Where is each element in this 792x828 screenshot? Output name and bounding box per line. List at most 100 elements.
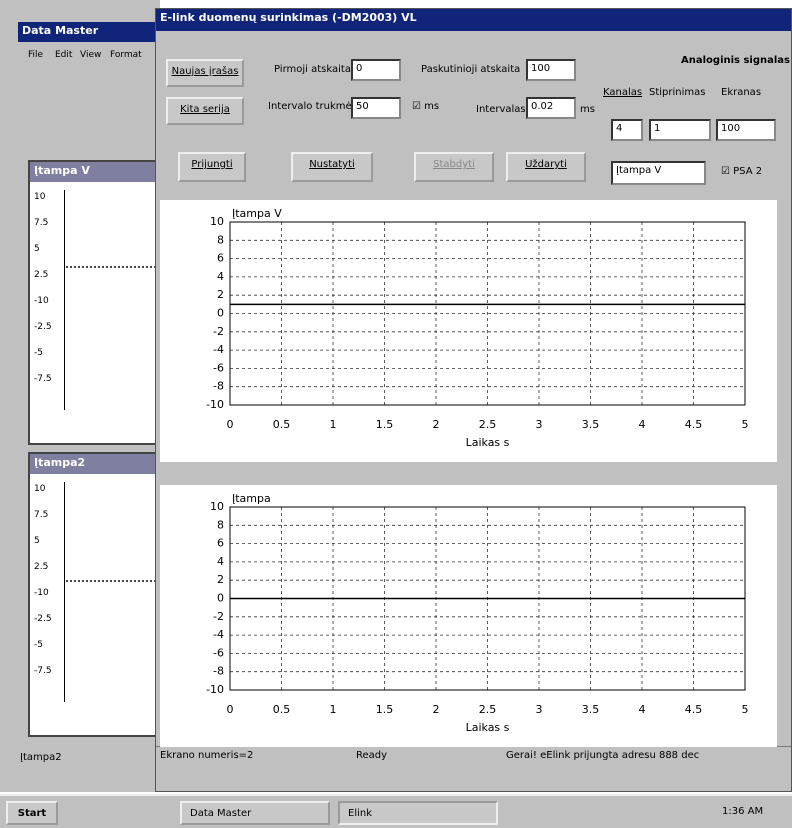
plot-title: Įtampa	[232, 492, 271, 505]
y-tick-label: -2	[213, 610, 224, 623]
y-tick-label: -10	[206, 683, 224, 696]
x-tick-label: 4.5	[685, 418, 703, 431]
tick-label: 7.5	[34, 218, 49, 228]
window-title: E-link duomenų surinkimas (-DM2003) VL	[156, 9, 791, 31]
tick-label: -2.5	[34, 322, 52, 332]
menu[interactable]: Format	[110, 50, 142, 60]
input[interactable]: 0	[351, 59, 401, 81]
button[interactable]: Prijungti	[178, 152, 246, 182]
tick-label: -7.5	[34, 666, 52, 676]
checkbox[interactable]: ☑ ms	[412, 101, 440, 112]
y-tick-label: -8	[213, 665, 224, 678]
plot: -10 -8 -6 -4 -2 0 2 4 6 8 10 0 0.5 1 1.5 2 2.5 3 3.5 4 4.5 5 Į…	[160, 485, 777, 747]
axis	[64, 190, 65, 410]
tick-label: 10	[34, 192, 46, 202]
x-tick-label: 5	[742, 703, 749, 716]
x-axis-label: Laikas s	[466, 721, 510, 734]
menu[interactable]: Edit	[55, 50, 73, 60]
x-tick-label: 5	[742, 418, 749, 431]
subwindow: Įtampa V 10 7.5 5 2.5 -10 -2.5 -5 -7.5	[28, 160, 158, 445]
tick-label: -10	[34, 296, 49, 306]
input[interactable]: 0.02	[526, 97, 576, 119]
x-tick-label: 4	[639, 418, 646, 431]
input[interactable]: Įtampa V	[611, 161, 706, 185]
y-tick-label: -6	[213, 646, 224, 659]
y-tick-label: -4	[213, 628, 224, 641]
button[interactable]: Naujas įrašas	[166, 59, 244, 87]
taskbar: Start Data Master Elink 1:36 AM	[0, 794, 792, 828]
label: Pirmoji atskaita	[274, 64, 351, 75]
x-tick-label: 2	[433, 418, 440, 431]
y-tick-label: -8	[213, 380, 224, 393]
y-tick-label: -2	[213, 325, 224, 338]
x-tick-label: 0.5	[273, 703, 291, 716]
spinner[interactable]: 1	[649, 119, 711, 141]
x-tick-label: 3	[536, 418, 543, 431]
trace	[66, 580, 156, 582]
input[interactable]: 50	[351, 97, 401, 119]
background-window: Data Master File Edit View Format Įtampa…	[0, 0, 160, 792]
label: Kanalas	[603, 87, 643, 98]
tick-label: 7.5	[34, 510, 49, 520]
button[interactable]: Kita serija	[166, 97, 244, 125]
y-tick-label: 0	[217, 592, 224, 605]
menu[interactable]: File	[28, 50, 44, 60]
tick-label: 5	[34, 536, 40, 546]
x-tick-label: 2.5	[479, 703, 497, 716]
x-tick-label: 4	[639, 703, 646, 716]
label: Intervalo trukmė	[268, 101, 352, 112]
x-tick-label: 3.5	[582, 703, 600, 716]
x-tick-label: 3.5	[582, 418, 600, 431]
button[interactable]: Uždaryti	[506, 152, 586, 182]
y-tick-label: 2	[217, 573, 224, 586]
x-tick-label: 0	[227, 703, 234, 716]
tick-label: 5	[34, 244, 40, 254]
tick-label: -2.5	[34, 614, 52, 624]
label: ms	[580, 104, 595, 115]
x-tick-label: 2.5	[479, 418, 497, 431]
y-tick-label: 6	[217, 252, 224, 265]
y-tick-label: 10	[210, 500, 224, 513]
status-text: Ekrano numeris=2	[160, 750, 254, 761]
tick-label: -5	[34, 348, 43, 358]
checkbox-label: ms	[424, 101, 440, 112]
trace	[66, 266, 156, 268]
axis	[64, 482, 65, 702]
x-tick-label: 4.5	[685, 703, 703, 716]
spinner[interactable]: 4	[611, 119, 643, 141]
x-tick-label: 1.5	[376, 703, 394, 716]
spinner[interactable]: 100	[716, 119, 776, 141]
y-tick-label: 8	[217, 518, 224, 531]
tick-label: 2.5	[34, 270, 49, 280]
y-tick-label: -6	[213, 361, 224, 374]
x-tick-label: 3	[536, 703, 543, 716]
y-tick-label: -10	[206, 398, 224, 411]
y-tick-label: 4	[217, 555, 224, 568]
task-button[interactable]: Data Master	[180, 801, 330, 825]
subwindow: Įtampa2 10 7.5 5 2.5 -10 -2.5 -5 -7.5	[28, 452, 158, 737]
status-text: Gerai! eElink prijungta adresu 888 dec	[506, 750, 700, 761]
y-tick-label: 4	[217, 270, 224, 283]
task-button[interactable]: Elink	[338, 801, 498, 825]
tick-label: 10	[34, 484, 46, 494]
status-text: Ready	[356, 750, 388, 761]
label: Paskutinioji atskaita	[421, 64, 521, 75]
x-tick-label: 2	[433, 703, 440, 716]
tick-label: -10	[34, 588, 49, 598]
x-tick-label: 1	[330, 418, 337, 431]
label: Ekranas	[721, 87, 762, 98]
status-bar: Ekrano numeris=2 Ready Gerai! eElink pri…	[156, 746, 791, 766]
tick-label: -5	[34, 640, 43, 650]
x-tick-label: 0	[227, 418, 234, 431]
label: Intervalas	[476, 104, 526, 115]
label: Stiprinimas	[649, 87, 706, 98]
menu[interactable]: View	[80, 50, 102, 60]
plot-frame	[229, 221, 746, 406]
start-button[interactable]: Start	[6, 801, 58, 825]
input[interactable]: 100	[526, 59, 576, 81]
y-tick-label: -4	[213, 343, 224, 356]
button[interactable]: Nustatyti	[291, 152, 373, 182]
window-title: Data Master	[18, 22, 158, 42]
checkbox[interactable]: ☑ PSA 2	[721, 166, 763, 177]
tick-label: -7.5	[34, 374, 52, 384]
